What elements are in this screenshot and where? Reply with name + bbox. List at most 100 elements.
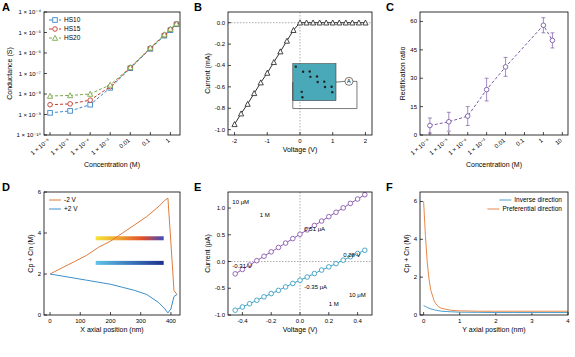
x-tick [70,132,71,135]
y-tick [44,73,47,74]
inset-wire [293,81,357,108]
legend-marker [53,27,58,32]
data-point [291,27,296,32]
y-tick-label: -0.8 [215,105,226,111]
x-tick-label: 4 [566,318,570,324]
data-point [334,210,339,215]
plot-area [232,20,368,127]
x-tick [328,312,329,315]
x-axis-title: Voltage (V) [283,326,318,334]
data-point [348,201,353,206]
annotation: 10 μM [349,292,366,298]
figure: A1 × 10⁻⁶1 × 10⁻⁵1 × 10⁻⁴1 × 10⁻³0.010.1… [0,0,575,357]
data-point [162,33,167,38]
inset-dot [316,75,318,77]
data-point [305,275,310,280]
y-tick-label: 2 [414,274,418,280]
data-point [47,93,52,98]
background [0,0,575,357]
x-tick-label: 0 [298,138,302,144]
plot-area [424,201,568,312]
data-point [48,111,53,116]
y-tick [228,108,231,109]
y-tick-label: 1 × 10⁻⁶ [19,50,42,56]
legend-label: -2 V [64,196,77,203]
error-bar [428,118,432,133]
y-tick-label: -1.0 [215,127,226,133]
y-tick-label: 0.0 [217,20,226,26]
x-tick-label: 0.4 [353,318,362,324]
x-tick [505,132,506,135]
x-tick-label: 1 × 10⁻³ [90,137,111,156]
plot-area [428,18,555,133]
plot-frame [44,192,180,315]
legend-label: Preferential direction [502,205,562,212]
y-tick [420,106,423,107]
x-tick-label: 0.01 [118,137,131,150]
y-axis-title: Current (mA) [204,53,212,93]
data-point [310,20,315,25]
data-point [550,38,555,43]
x-tick [140,312,141,315]
data-point [283,241,288,246]
data-point [262,295,267,300]
data-point [168,26,173,31]
data-point [68,93,73,98]
y-tick-label: 1 × 10⁻⁹ [18,112,41,118]
x-tick [170,312,171,315]
error-bar [504,57,508,76]
panel: B-2-10120.0-0.2-0.4-0.6-0.8-1.0Voltage (… [194,1,372,154]
legend: -2 V+2 V [49,196,78,212]
data-point [254,258,259,263]
x-tick-label: 1 × 10⁻⁶ [30,137,51,156]
x-tick-label: 1 [538,137,545,144]
x-tick-label: 3 [530,318,534,324]
x-tick [50,312,51,315]
data-point [174,22,179,27]
data-point [88,91,93,96]
plot-area [47,21,179,115]
data-point [319,219,324,224]
data-point [284,38,289,43]
data-point [247,301,252,306]
y-axis-title: Cp + Cn (M) [27,234,35,272]
x-tick [110,132,111,135]
data-point [312,271,317,276]
panel: E-0.4-0.20.00.20.4-1.0-0.50.00.51.0Volta… [194,181,372,334]
x-tick-label: 1 [458,318,462,324]
annotation: 1 M [329,301,339,307]
y-tick-label: 30 [410,75,417,81]
inset-dot [317,81,319,83]
data-point [276,245,281,250]
panel-label: F [386,181,393,193]
plot-frame [228,12,372,135]
panel-label: C [386,1,394,13]
series-line [430,25,553,125]
x-tick [130,132,131,135]
x-tick [486,132,487,135]
x-tick [543,132,544,135]
x-tick [50,132,51,135]
data-point [341,258,346,263]
x-tick-label: 1 × 10⁻⁵ [428,137,449,156]
data-point [291,236,296,241]
legend-label: HS10 [64,16,81,23]
series-line [424,201,568,311]
zero-line [228,261,372,262]
y-tick [228,208,231,209]
y-tick-label: 6 [414,198,418,204]
x-tick-label: 400 [166,318,177,324]
series-line [235,250,365,310]
data-point [298,232,303,237]
x-tick-label: 1 × 10⁻⁴ [70,137,91,156]
data-point [276,288,281,293]
error-bar [447,112,451,131]
x-axis-title: Concentration (M) [84,161,140,169]
x-tick-label: -0.2 [266,318,277,324]
legend: Inverse directionPreferential direction [487,196,562,212]
plot-area [50,198,177,313]
data-point [319,268,324,273]
data-point [297,20,302,25]
legend-swatch [499,200,511,201]
legend-label: HS15 [64,25,81,32]
